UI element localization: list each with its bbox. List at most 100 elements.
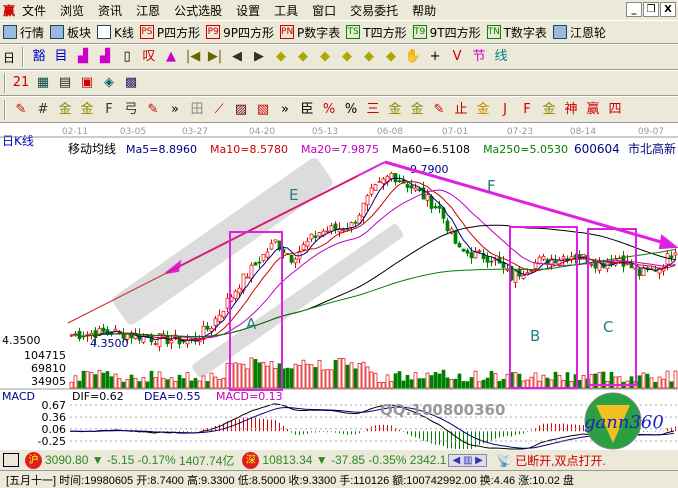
kline-chart[interactable]: 日K线 02-11 03-05 03-27 04-20 05-13 06-08 07-01 0…	[0, 123, 678, 450]
scroll-control[interactable]: ◀ ▥ ▶	[448, 453, 487, 467]
menu-item[interactable]: 江恩	[136, 3, 161, 18]
tool-icon[interactable]: 21	[12, 75, 30, 90]
menu-item[interactable]: 帮助	[412, 3, 437, 18]
tool-icon[interactable]: 弓	[124, 101, 138, 117]
volume-bar	[425, 372, 430, 389]
tool-icon[interactable]: 豁	[32, 49, 46, 64]
minimize-button[interactable]: _	[626, 2, 642, 17]
tool-icon[interactable]: »	[171, 101, 179, 117]
tool-icon[interactable]: 四	[608, 101, 622, 117]
tool-icon[interactable]: F	[523, 101, 531, 117]
tool-icon[interactable]: J	[503, 101, 507, 117]
menu-item[interactable]: 文件	[22, 3, 47, 18]
tool-icon[interactable]: ◀	[232, 49, 243, 64]
toolbar-button[interactable]: TN T数字表	[486, 24, 547, 41]
toolbar-label: 行情	[20, 25, 45, 40]
tool-icon[interactable]: ▤	[58, 75, 72, 90]
volume-bar	[541, 374, 546, 389]
menu-item[interactable]: 公式选股	[174, 3, 223, 18]
tool-icon[interactable]: +	[429, 49, 441, 64]
tool-icon[interactable]: ◆	[364, 49, 375, 64]
tool-icon[interactable]: 臣	[300, 101, 314, 117]
tool-icon[interactable]: 金	[542, 101, 556, 117]
tool-icon[interactable]: 赢	[586, 101, 600, 117]
tool-icon[interactable]: ✎	[15, 101, 27, 117]
tool-icon[interactable]: 金	[58, 101, 72, 117]
tool-icon[interactable]: ▦	[36, 75, 50, 90]
stock-code: 600604	[574, 142, 620, 156]
tool-icon[interactable]: 线	[494, 49, 508, 64]
tool-icon[interactable]: %	[344, 101, 358, 117]
tool-icon[interactable]: 金	[388, 101, 402, 117]
menu-item[interactable]: 设置	[236, 3, 261, 18]
candle	[245, 276, 250, 279]
toolbar-button[interactable]: 板块	[50, 24, 91, 41]
volume-bar	[461, 381, 466, 389]
tool-icon[interactable]: ▯	[123, 49, 131, 64]
tool-icon[interactable]: ◆	[320, 49, 331, 64]
tool-icon[interactable]: ▶|	[207, 49, 223, 64]
tool-icon[interactable]: 叹	[142, 49, 156, 64]
toolbar-button[interactable]: K线	[97, 24, 134, 41]
menu-item[interactable]: 浏览	[60, 3, 85, 18]
tool-icon[interactable]: ◈	[104, 75, 114, 90]
tool-icon[interactable]: 田	[190, 101, 204, 117]
toolbar-button[interactable]: T9 9T四方形	[412, 24, 481, 41]
tool-icon[interactable]: »	[281, 101, 289, 117]
tool-icon[interactable]: ◆	[386, 49, 397, 64]
close-button[interactable]: X	[660, 2, 676, 17]
candle	[313, 235, 318, 238]
tool-icon[interactable]: 神	[564, 101, 578, 117]
volume-bar	[637, 375, 642, 389]
tool-icon[interactable]: ▟	[78, 49, 89, 64]
tool-icon[interactable]: ▧	[256, 101, 270, 117]
tool-icon[interactable]: 三	[366, 101, 380, 117]
tool-icon[interactable]: ▨	[234, 101, 248, 117]
candle-icon	[97, 25, 112, 39]
tool-icon[interactable]: |◀	[185, 49, 201, 64]
toolbar-button[interactable]: PN P数字表	[280, 24, 340, 41]
menu-item[interactable]: 交易委托	[350, 3, 399, 18]
tool-icon[interactable]: ▩	[124, 75, 138, 90]
candle	[373, 184, 378, 191]
toolbar-button[interactable]: TS T四方形	[346, 24, 407, 41]
tool-icon[interactable]: 金	[476, 101, 490, 117]
menu-item[interactable]: 工具	[274, 3, 299, 18]
tool-icon[interactable]: 金	[80, 101, 94, 117]
period-dropdown[interactable]: 日	[3, 50, 16, 65]
tool-icon[interactable]: 节	[472, 49, 486, 64]
tool-icon[interactable]: ▟	[100, 49, 111, 64]
candle	[465, 250, 470, 254]
candle	[513, 270, 518, 283]
tool-icon[interactable]: ▣	[80, 75, 94, 90]
toolbar-button[interactable]: P9 9P四方形	[206, 24, 274, 41]
menu-item[interactable]: 窗口	[312, 3, 337, 18]
toolbar-button[interactable]: PS P四方形	[139, 24, 200, 41]
menu-item[interactable]: 资讯	[98, 3, 123, 18]
tool-icon[interactable]: F	[105, 101, 113, 117]
tool-icon[interactable]: #	[37, 101, 49, 117]
toolbar-button[interactable]: 江恩轮	[552, 24, 606, 41]
tool-icon[interactable]: 目	[54, 49, 68, 64]
tool-icon[interactable]: 止	[454, 101, 468, 117]
tool-icon[interactable]: ◆	[298, 49, 309, 64]
connection-status[interactable]: 📡 已断开,双点打开.	[496, 453, 606, 468]
tool-icon[interactable]: ▶	[254, 49, 265, 64]
calendar-icon[interactable]	[3, 453, 19, 467]
tool-icon[interactable]: ✋	[404, 49, 422, 64]
candle	[89, 332, 94, 336]
tool-icon[interactable]: ✎	[147, 101, 159, 117]
tool-icon[interactable]: ◆	[342, 49, 353, 64]
tool-icon[interactable]: 金	[410, 101, 424, 117]
tool-icon[interactable]: V	[452, 49, 462, 64]
restore-button[interactable]: ❐	[643, 2, 659, 17]
candle	[593, 262, 598, 269]
tool-icon[interactable]: ⟋	[214, 101, 224, 117]
toolbar-label: 9T四方形	[429, 25, 481, 40]
tool-icon[interactable]: ✎	[433, 101, 445, 117]
tool-icon[interactable]: ◆	[276, 49, 287, 64]
toolbar-button[interactable]: 行情	[3, 24, 44, 41]
volume-bar	[313, 367, 318, 389]
tool-icon[interactable]: %	[322, 101, 336, 117]
tool-icon[interactable]: ▲	[166, 49, 177, 64]
